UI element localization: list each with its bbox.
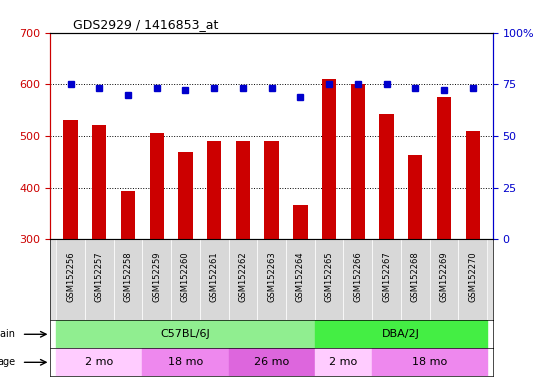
Bar bbox=[228, 348, 315, 376]
Bar bbox=[458, 239, 487, 320]
Bar bbox=[430, 239, 458, 320]
Bar bbox=[286, 239, 315, 320]
Text: 18 mo: 18 mo bbox=[168, 357, 203, 367]
Text: 18 mo: 18 mo bbox=[412, 357, 447, 367]
Text: GSM152258: GSM152258 bbox=[123, 251, 133, 302]
Bar bbox=[56, 348, 142, 376]
Text: GSM152262: GSM152262 bbox=[239, 251, 248, 302]
Bar bbox=[351, 84, 365, 239]
Text: GSM152259: GSM152259 bbox=[152, 251, 161, 302]
Bar bbox=[85, 239, 114, 320]
Text: 2 mo: 2 mo bbox=[329, 357, 357, 367]
Text: strain: strain bbox=[0, 329, 15, 339]
Bar bbox=[437, 97, 451, 239]
Text: 2 mo: 2 mo bbox=[85, 357, 113, 367]
Bar bbox=[200, 239, 228, 320]
Bar bbox=[257, 239, 286, 320]
Bar bbox=[142, 239, 171, 320]
Text: GSM152270: GSM152270 bbox=[468, 251, 477, 302]
Bar bbox=[56, 320, 315, 348]
Bar bbox=[264, 141, 279, 239]
Bar bbox=[315, 239, 343, 320]
Text: GSM152264: GSM152264 bbox=[296, 251, 305, 302]
Bar bbox=[293, 205, 307, 239]
Text: 26 mo: 26 mo bbox=[254, 357, 289, 367]
Text: GSM152260: GSM152260 bbox=[181, 251, 190, 302]
Bar bbox=[401, 239, 430, 320]
Bar bbox=[92, 124, 106, 239]
Bar bbox=[372, 348, 487, 376]
Text: age: age bbox=[0, 357, 15, 367]
Text: GSM152268: GSM152268 bbox=[410, 251, 420, 302]
Text: GDS2929 / 1416853_at: GDS2929 / 1416853_at bbox=[73, 18, 218, 31]
Text: C57BL/6J: C57BL/6J bbox=[161, 329, 211, 339]
Text: GSM152266: GSM152266 bbox=[353, 251, 362, 302]
Bar bbox=[379, 114, 394, 239]
Bar bbox=[465, 131, 480, 239]
Bar bbox=[372, 239, 401, 320]
Text: GSM152261: GSM152261 bbox=[209, 251, 218, 302]
Text: DBA/2J: DBA/2J bbox=[382, 329, 420, 339]
Bar bbox=[142, 348, 228, 376]
Bar bbox=[207, 141, 221, 239]
Text: GSM152265: GSM152265 bbox=[325, 251, 334, 302]
Bar bbox=[178, 152, 193, 239]
Bar bbox=[114, 239, 142, 320]
Bar bbox=[343, 239, 372, 320]
Bar bbox=[228, 239, 257, 320]
Text: GSM152256: GSM152256 bbox=[66, 251, 75, 302]
Text: GSM152269: GSM152269 bbox=[440, 251, 449, 302]
Bar bbox=[322, 79, 336, 239]
Bar bbox=[236, 141, 250, 239]
Bar bbox=[121, 191, 135, 239]
Text: GSM152257: GSM152257 bbox=[95, 251, 104, 302]
Bar bbox=[150, 133, 164, 239]
Bar bbox=[63, 121, 78, 239]
Text: GSM152267: GSM152267 bbox=[382, 251, 391, 302]
Bar bbox=[56, 239, 85, 320]
Bar bbox=[315, 320, 487, 348]
Bar bbox=[408, 155, 422, 239]
Text: GSM152263: GSM152263 bbox=[267, 251, 276, 302]
Bar bbox=[171, 239, 200, 320]
Bar bbox=[315, 348, 372, 376]
